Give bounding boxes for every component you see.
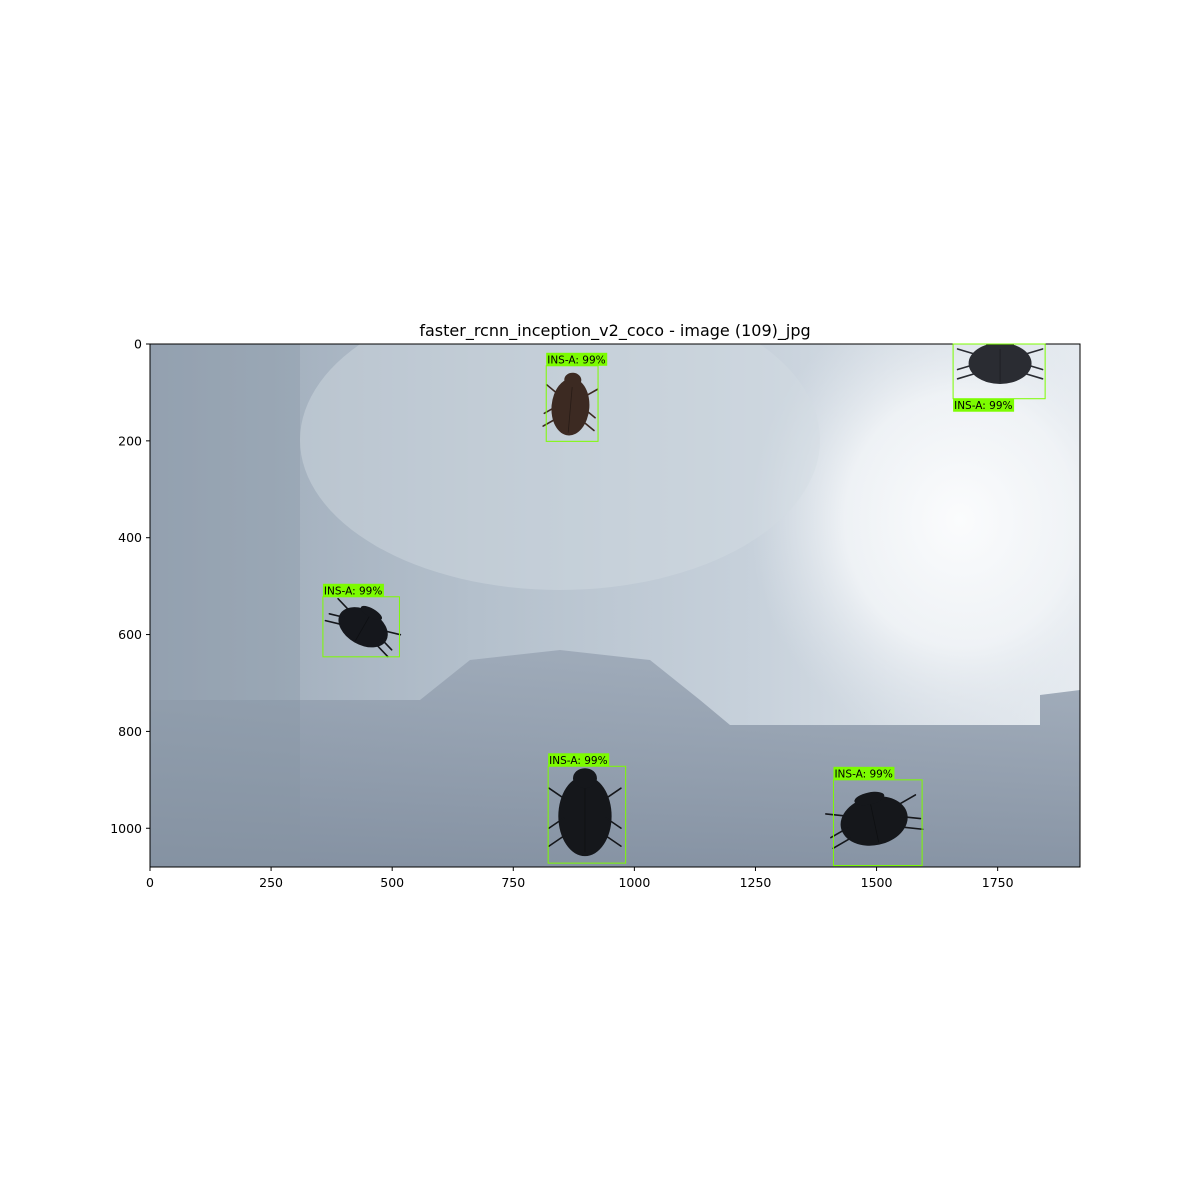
beetle-4 <box>548 768 622 857</box>
x-tick-label: 500 <box>380 875 404 890</box>
detections-group: INS-A: 99% INS-A: 99% INS-A: 99% INS-A: 99%… <box>322 343 1046 867</box>
x-tick-label: 1500 <box>861 875 893 890</box>
x-tick-label: 0 <box>146 875 154 890</box>
y-axis: 0 200 400 600 800 1000 <box>110 337 150 836</box>
x-tick-label: 1000 <box>618 875 650 890</box>
photo-image <box>150 344 1080 867</box>
detection-label-bg-2 <box>953 398 1015 412</box>
detection-label-bg-4 <box>548 753 610 767</box>
y-tick-label: 0 <box>134 337 142 352</box>
beetle-2 <box>956 344 1044 384</box>
detection-label-1: INS-A: 99% <box>547 354 605 366</box>
detection-label-5: INS-A: 99% <box>834 768 892 780</box>
beetle-1 <box>542 372 599 436</box>
beetles-group <box>324 344 1044 857</box>
y-tick-label: 1000 <box>110 821 142 836</box>
photo-left-dark-band <box>150 344 300 867</box>
x-tick-label: 1250 <box>740 875 772 890</box>
beetle-3 <box>324 597 402 658</box>
y-tick-label: 600 <box>118 627 142 642</box>
detection-label-4: INS-A: 99% <box>549 755 607 767</box>
x-axis: 0 250 500 750 1000 1250 1500 1750 <box>146 867 1014 890</box>
photo-light-haze <box>300 344 820 590</box>
photo-light-glare <box>750 344 1080 750</box>
y-tick-label: 800 <box>118 724 142 739</box>
detection-label-bg-1 <box>546 352 608 366</box>
beetle-5 <box>825 791 924 850</box>
detection-label-bg-3 <box>322 583 384 597</box>
detection-label-2: INS-A: 99% <box>954 400 1012 412</box>
x-tick-label: 250 <box>259 875 283 890</box>
y-tick-label: 400 <box>118 530 142 545</box>
x-tick-label: 750 <box>501 875 525 890</box>
detection-label-bg-5 <box>833 766 895 780</box>
chart-title: faster_rcnn_inception_v2_coco - image (1… <box>419 321 810 341</box>
x-tick-label: 1750 <box>982 875 1014 890</box>
plot-frame <box>149 343 1081 868</box>
y-tick-label: 200 <box>118 433 142 448</box>
detection-label-3: INS-A: 99% <box>324 585 382 597</box>
